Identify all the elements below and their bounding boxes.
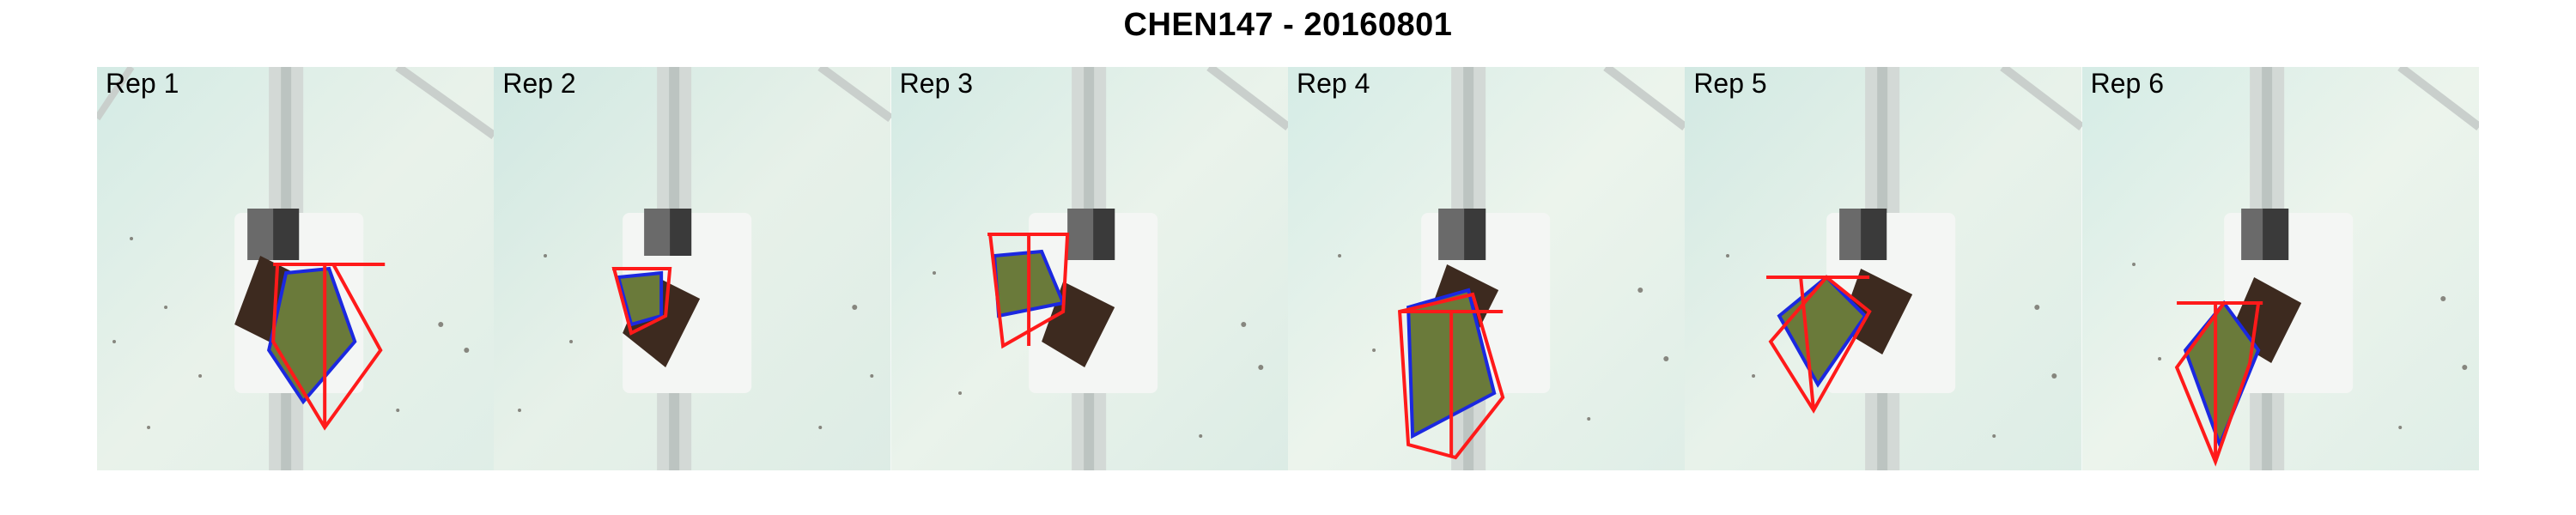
plant-image-rep-4 bbox=[1287, 67, 1686, 470]
panel-rep-1: Rep 1 bbox=[97, 67, 495, 470]
panel-label: Rep 5 bbox=[1693, 68, 1767, 99]
panel-label: Rep 1 bbox=[106, 68, 179, 99]
panel-rep-4: Rep 4 bbox=[1287, 67, 1686, 470]
panel-label: Rep 6 bbox=[2090, 68, 2165, 99]
panel-label: Rep 3 bbox=[899, 68, 974, 99]
plant-image-rep-1 bbox=[97, 67, 495, 470]
plant-image-rep-3 bbox=[890, 67, 1288, 470]
plant-image-rep-6 bbox=[2081, 67, 2479, 470]
panel-rep-2: Rep 2 bbox=[494, 67, 891, 470]
panel-rep-3: Rep 3 bbox=[890, 67, 1288, 470]
panel-rep-5: Rep 5 bbox=[1685, 67, 2082, 470]
figure-title: CHEN147 - 20160801 bbox=[1123, 7, 1453, 43]
panel-rep-6: Rep 6 bbox=[2081, 67, 2479, 470]
plant-image-rep-5 bbox=[1685, 67, 2082, 470]
plant-image-rep-2 bbox=[494, 67, 891, 470]
image-panels: Rep 1 bbox=[97, 67, 2479, 470]
panel-label: Rep 2 bbox=[502, 68, 576, 99]
panel-label: Rep 4 bbox=[1296, 68, 1370, 99]
